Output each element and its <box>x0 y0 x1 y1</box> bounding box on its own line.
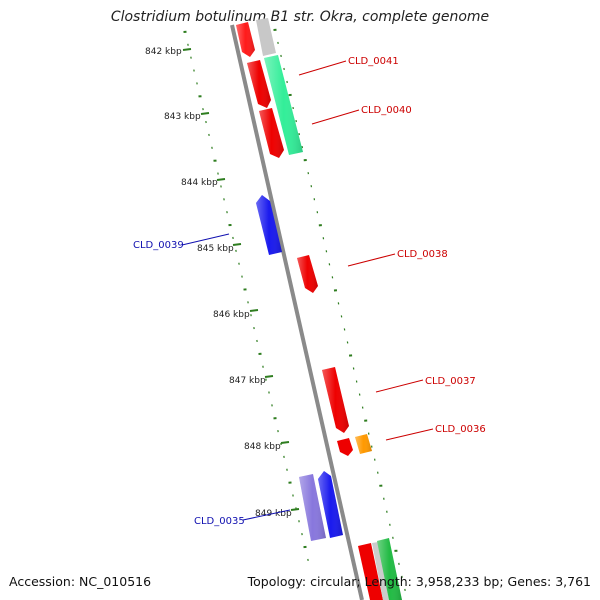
kbp-ticks: 842 kbp 843 kbp 844 kbp 845 kbp 846 kbp … <box>145 47 300 519</box>
gene-green-0041-0040-shade <box>264 55 303 155</box>
gene-red-bottom[interactable] <box>358 543 383 600</box>
gene-gray-bottom[interactable] <box>372 542 389 600</box>
kbp-tick-mark <box>200 112 210 115</box>
genome-backbone <box>230 24 364 600</box>
kbp-tick-label: 842 kbp <box>145 47 182 57</box>
gene-red-0038-shade <box>297 255 318 293</box>
leader-line <box>298 60 347 76</box>
kbp-tick-mark <box>249 309 259 312</box>
gene-label-cld-0036[interactable]: CLD_0036 <box>435 424 486 435</box>
genome-summary-text: Topology: circular; Length: 3,958,233 bp… <box>247 574 591 589</box>
kbp-tick-mark <box>232 243 242 246</box>
gene-red-top-a-shade <box>236 22 255 57</box>
gene-green-bottom-shade <box>377 538 402 600</box>
gene-red-0037-shade <box>322 367 349 433</box>
kbp-tick-mark <box>182 48 192 51</box>
gene-label-cld-0041[interactable]: CLD_0041 <box>348 56 399 67</box>
gene-red-0041-shade <box>247 60 271 108</box>
kbp-tick-label: 843 kbp <box>164 112 201 122</box>
gene-label-cld-0040[interactable]: CLD_0040 <box>361 105 412 116</box>
leader-line <box>311 109 360 125</box>
kbp-tick-label: 844 kbp <box>181 178 218 188</box>
leader-line <box>242 509 291 521</box>
kbp-tick-mark <box>290 508 300 511</box>
right-tick-track <box>273 28 406 591</box>
kbp-tick-label: 847 kbp <box>229 376 266 386</box>
kbp-tick-label: 846 kbp <box>213 310 250 320</box>
gene-red-0036[interactable] <box>337 438 353 456</box>
gene-label-cld-0035[interactable]: CLD_0035 <box>194 516 245 527</box>
gene-label-cld-0038[interactable]: CLD_0038 <box>397 249 448 260</box>
gene-labels: CLD_0041 CLD_0040 CLD_0039 CLD_0038 CLD_… <box>133 56 486 527</box>
leader-line <box>385 428 434 441</box>
gene-features <box>236 18 402 600</box>
gene-label-cld-0039[interactable]: CLD_0039 <box>133 240 184 251</box>
gene-orange-0036-shade <box>355 434 372 454</box>
accession-text: Accession: NC_010516 <box>9 574 152 589</box>
map-title: Clostridium botulinum B1 str. Okra, comp… <box>110 9 490 25</box>
gene-red-0040-shade <box>259 108 284 158</box>
gene-blue-0039-shade <box>256 195 282 255</box>
kbp-tick-mark <box>280 441 290 444</box>
gene-label-cld-0037[interactable]: CLD_0037 <box>425 376 476 387</box>
leader-line <box>181 233 230 246</box>
kbp-tick-label: 845 kbp <box>197 244 234 254</box>
kbp-tick-label: 848 kbp <box>244 442 281 452</box>
gene-purple-0035-shade <box>299 474 326 541</box>
gene-gray-top[interactable] <box>256 18 276 56</box>
leader-line <box>375 379 424 393</box>
leader-line <box>347 253 396 267</box>
kbp-tick-mark <box>264 375 274 378</box>
kbp-tick-mark <box>216 178 226 181</box>
gene-blue-0035-shade <box>318 471 343 538</box>
